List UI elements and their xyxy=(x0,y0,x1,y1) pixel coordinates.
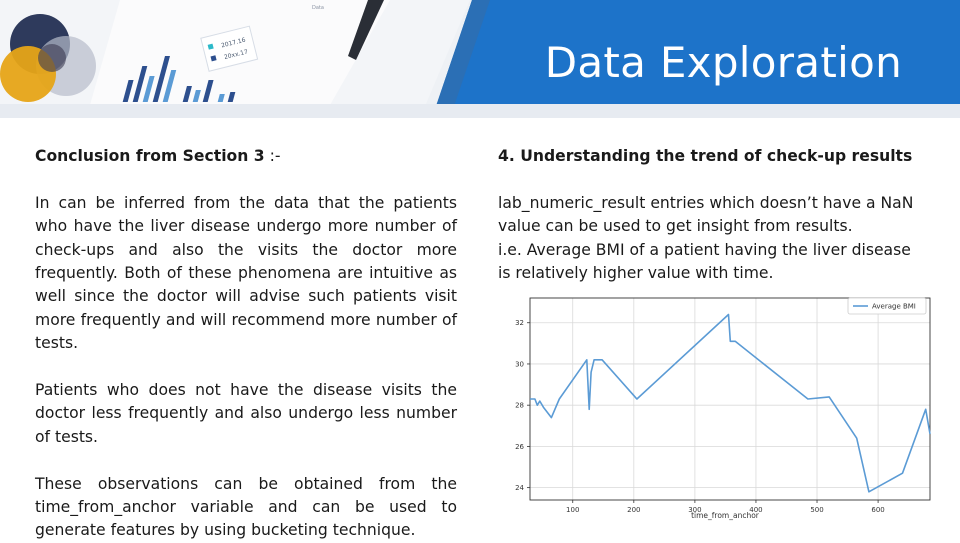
left-paragraph-3: These observations can be obtained from … xyxy=(35,474,457,540)
right-column: 4. Understanding the trend of check-up r… xyxy=(498,145,914,285)
x-tick-label: 600 xyxy=(871,506,884,514)
right-heading-text: 4. Understanding the trend of check-up r… xyxy=(498,147,913,165)
x-tick-label: 400 xyxy=(749,506,762,514)
bmi-line-chart: 100 200 300 400 500 600 24 26 28 30 32 time_from_an… xyxy=(490,288,932,522)
legend-box xyxy=(847,297,927,315)
y-tick-label: 28 xyxy=(515,402,524,410)
y-tick-label: 26 xyxy=(515,443,524,451)
left-column: Conclusion from Section 3 :- In can be i… xyxy=(35,145,457,543)
y-tick-label: 30 xyxy=(515,360,524,368)
header-banner: 2017.16 20xx.17 Data xyxy=(0,0,960,118)
x-axis-label: time_from_anchor xyxy=(691,511,760,520)
right-paragraph-1: lab_numeric_result entries which doesn’t… xyxy=(498,193,914,236)
left-paragraph-2: Patients who does not have the disease v… xyxy=(35,381,457,446)
y-tick-label: 32 xyxy=(515,319,524,327)
series-line-average-bmi xyxy=(530,313,931,493)
y-tick-label: 24 xyxy=(515,484,524,492)
chart-svg: 100 200 300 400 500 600 24 26 28 30 32 time_from_an… xyxy=(490,288,932,522)
x-tick-label: 300 xyxy=(688,506,701,514)
legend-label: Average BMI xyxy=(872,303,916,311)
right-paragraph-2: i.e. Average BMI of a patient having the… xyxy=(498,240,911,283)
right-heading: 4. Understanding the trend of check-up r… xyxy=(498,145,914,168)
header-decoration: 2017.16 20xx.17 Data xyxy=(0,0,960,118)
slide-title: Data Exploration xyxy=(544,38,902,87)
x-tick-label: 100 xyxy=(566,506,579,514)
corner-label: Data xyxy=(312,5,324,11)
left-heading: Conclusion from Section 3 :- xyxy=(35,145,457,168)
left-heading-bold: Conclusion from Section 3 xyxy=(35,147,265,165)
left-heading-suffix: :- xyxy=(264,147,281,165)
left-paragraph-1: In can be inferred from the data that th… xyxy=(35,193,457,353)
title-banner-shape xyxy=(432,0,960,118)
tablet-card-decoration xyxy=(200,25,259,72)
x-tick-label: 200 xyxy=(627,506,640,514)
tablet-bars-decoration xyxy=(122,56,236,102)
x-tick-label: 500 xyxy=(810,506,823,514)
